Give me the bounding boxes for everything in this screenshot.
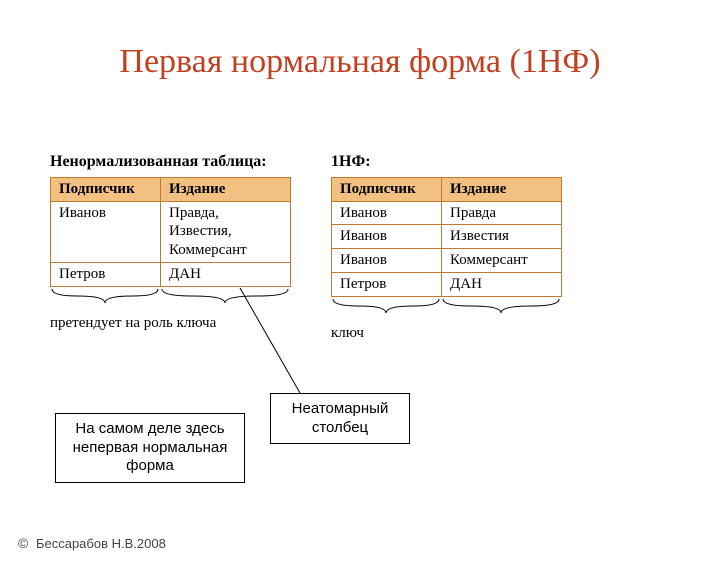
table-cell: Правда,Известия,Коммерсант bbox=[161, 201, 291, 262]
table-cell: Иванов bbox=[332, 225, 442, 249]
slide-title: Первая нормальная форма (1НФ) bbox=[0, 23, 720, 81]
curly-bracket-icon bbox=[160, 287, 290, 305]
table-cell: Иванов bbox=[332, 249, 442, 273]
table-row: ИвановПравда bbox=[332, 201, 562, 225]
table-cell: Иванов bbox=[51, 201, 161, 262]
table-cell: Известия bbox=[442, 225, 562, 249]
right-below-caption: ключ bbox=[331, 325, 562, 342]
table-row: ИвановКоммерсант bbox=[332, 249, 562, 273]
footer-credit: © Бессарабов Н.В.2008 bbox=[18, 535, 166, 551]
table-cell: Иванов bbox=[332, 201, 442, 225]
table-row: ИвановПравда,Известия,Коммерсант bbox=[51, 201, 291, 262]
table-header-cell: Издание bbox=[442, 177, 562, 201]
left-table: ПодписчикИзданиеИвановПравда,Известия,Ко… bbox=[50, 177, 291, 287]
curly-bracket-icon bbox=[441, 297, 561, 315]
table-header-cell: Издание bbox=[161, 177, 291, 201]
table-header-cell: Подписчик bbox=[51, 177, 161, 201]
right-brackets bbox=[331, 297, 562, 321]
table-header-cell: Подписчик bbox=[332, 177, 442, 201]
left-caption: Ненормализованная таблица: bbox=[50, 153, 291, 171]
table-row: ПетровДАН bbox=[51, 262, 291, 286]
table-row: ПетровДАН bbox=[332, 272, 562, 296]
right-table: ПодписчикИзданиеИвановПравдаИвановИзвест… bbox=[331, 177, 562, 297]
table-cell: ДАН bbox=[161, 262, 291, 286]
right-caption: 1НФ: bbox=[331, 153, 562, 171]
credit-text: Бессарабов Н.В.2008 bbox=[36, 536, 166, 551]
curly-bracket-icon bbox=[331, 297, 441, 315]
table-cell: Петров bbox=[51, 262, 161, 286]
content-area: Ненормализованная таблица: ПодписчикИзда… bbox=[50, 153, 680, 342]
table-cell: Правда bbox=[442, 201, 562, 225]
table-cell: Петров bbox=[332, 272, 442, 296]
table-row: ИвановИзвестия bbox=[332, 225, 562, 249]
callout-note-1: На самом деле здесьнепервая нормальнаяфо… bbox=[55, 413, 245, 483]
copyright-icon: © bbox=[18, 535, 28, 551]
left-below-caption: претендует на роль ключа bbox=[50, 315, 291, 332]
left-brackets bbox=[50, 287, 291, 311]
callout-note-2: Неатомарныйстолбец bbox=[270, 393, 410, 445]
left-block: Ненормализованная таблица: ПодписчикИзда… bbox=[50, 153, 291, 342]
curly-bracket-icon bbox=[50, 287, 160, 305]
table-cell: Коммерсант bbox=[442, 249, 562, 273]
table-cell: ДАН bbox=[442, 272, 562, 296]
right-block: 1НФ: ПодписчикИзданиеИвановПравдаИвановИ… bbox=[331, 153, 562, 342]
